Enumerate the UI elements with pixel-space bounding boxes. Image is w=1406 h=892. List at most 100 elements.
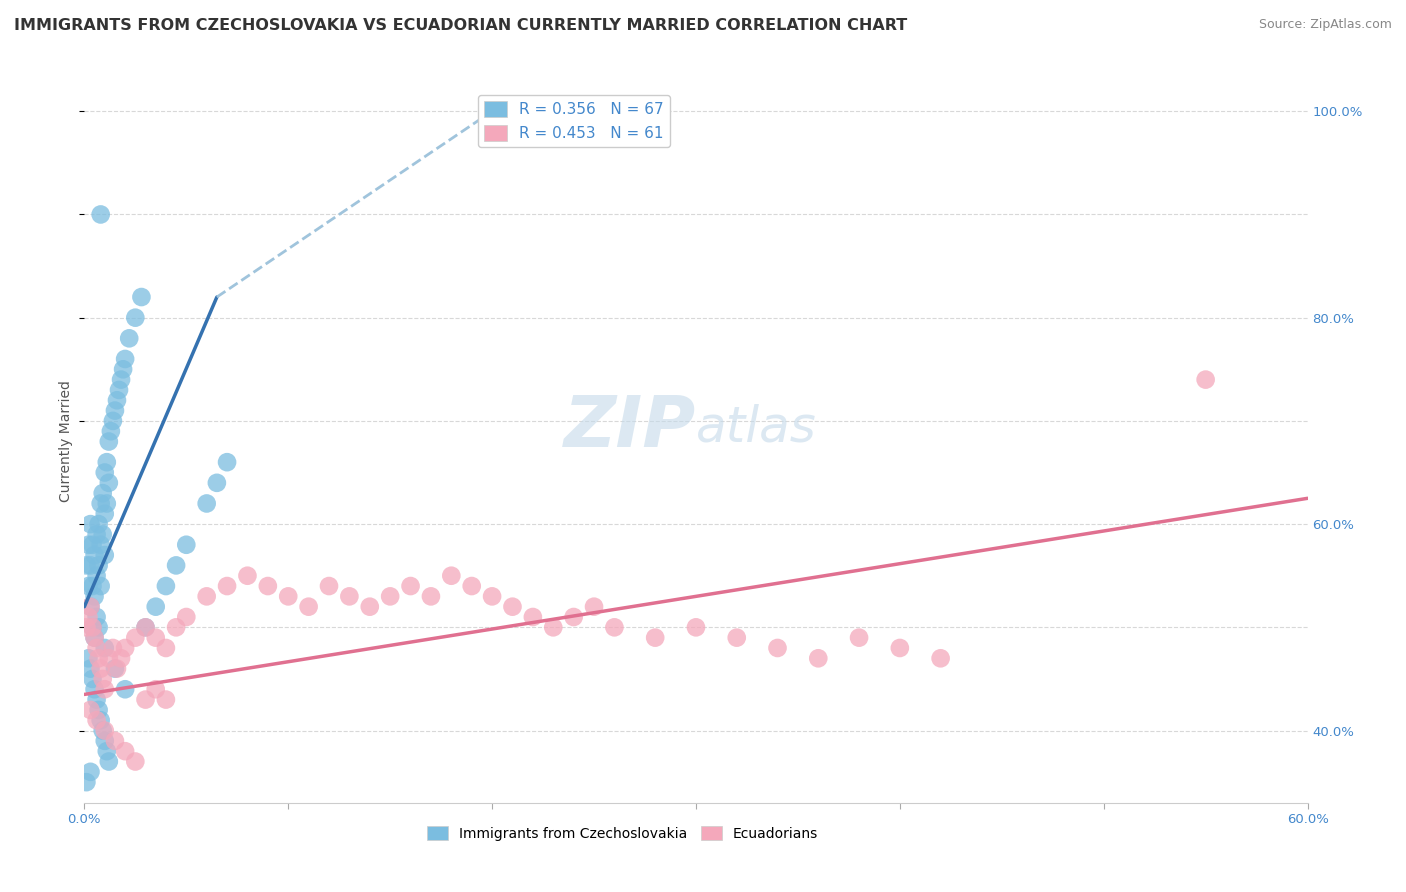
Point bbox=[97, 434, 120, 449]
Point bbox=[110, 373, 132, 387]
Point bbox=[399, 579, 422, 593]
Point bbox=[145, 682, 167, 697]
Point bbox=[77, 651, 100, 665]
Point bbox=[104, 734, 127, 748]
Point bbox=[135, 620, 157, 634]
Y-axis label: Currently Married: Currently Married bbox=[59, 381, 73, 502]
Point bbox=[86, 692, 108, 706]
Point bbox=[91, 527, 114, 541]
Point bbox=[104, 662, 127, 676]
Point bbox=[87, 620, 110, 634]
Point bbox=[1195, 373, 1218, 387]
Point bbox=[277, 590, 299, 604]
Point bbox=[174, 538, 197, 552]
Legend: Immigrants from Czechoslovakia, Ecuadorians: Immigrants from Czechoslovakia, Ecuadori… bbox=[422, 821, 824, 847]
Point bbox=[766, 640, 789, 655]
Point bbox=[101, 414, 124, 428]
Point bbox=[195, 590, 218, 604]
Point bbox=[83, 682, 105, 697]
Point bbox=[380, 590, 402, 604]
Point bbox=[91, 723, 114, 738]
Point bbox=[114, 744, 136, 758]
Point bbox=[82, 620, 104, 634]
Point bbox=[79, 764, 101, 779]
Point bbox=[82, 672, 104, 686]
Point bbox=[86, 527, 108, 541]
Point bbox=[100, 424, 122, 438]
Point bbox=[82, 579, 104, 593]
Point bbox=[91, 672, 114, 686]
Text: atlas: atlas bbox=[696, 403, 817, 451]
Point bbox=[155, 692, 177, 706]
Point bbox=[165, 558, 187, 573]
Point bbox=[93, 640, 115, 655]
Point bbox=[257, 579, 280, 593]
Point bbox=[114, 640, 136, 655]
Point bbox=[562, 610, 585, 624]
Point bbox=[82, 620, 104, 634]
Point bbox=[114, 682, 136, 697]
Point bbox=[420, 590, 443, 604]
Point bbox=[889, 640, 911, 655]
Point bbox=[848, 631, 870, 645]
Point bbox=[124, 755, 146, 769]
Point bbox=[86, 610, 108, 624]
Point bbox=[298, 599, 321, 614]
Point bbox=[75, 558, 97, 573]
Point bbox=[481, 590, 503, 604]
Point bbox=[90, 496, 112, 510]
Point bbox=[87, 517, 110, 532]
Point bbox=[339, 590, 361, 604]
Point bbox=[145, 631, 167, 645]
Point bbox=[96, 455, 118, 469]
Point bbox=[79, 599, 101, 614]
Point bbox=[603, 620, 626, 634]
Point bbox=[93, 548, 115, 562]
Point bbox=[97, 475, 120, 490]
Text: ZIP: ZIP bbox=[564, 392, 696, 461]
Point bbox=[110, 651, 132, 665]
Point bbox=[105, 393, 128, 408]
Point bbox=[145, 599, 167, 614]
Point bbox=[807, 651, 830, 665]
Point bbox=[86, 640, 108, 655]
Point bbox=[165, 620, 187, 634]
Point bbox=[135, 620, 157, 634]
Point bbox=[79, 703, 101, 717]
Point bbox=[195, 496, 218, 510]
Point bbox=[87, 703, 110, 717]
Point bbox=[96, 744, 118, 758]
Point bbox=[90, 662, 112, 676]
Point bbox=[217, 579, 239, 593]
Point bbox=[118, 331, 141, 345]
Point bbox=[93, 723, 115, 738]
Point bbox=[90, 579, 112, 593]
Point bbox=[87, 558, 110, 573]
Point bbox=[155, 640, 177, 655]
Point bbox=[83, 590, 105, 604]
Point bbox=[93, 466, 115, 480]
Point bbox=[318, 579, 340, 593]
Text: IMMIGRANTS FROM CZECHOSLOVAKIA VS ECUADORIAN CURRENTLY MARRIED CORRELATION CHART: IMMIGRANTS FROM CZECHOSLOVAKIA VS ECUADO… bbox=[14, 18, 907, 33]
Point bbox=[725, 631, 748, 645]
Point bbox=[217, 455, 239, 469]
Point bbox=[93, 682, 115, 697]
Point bbox=[522, 610, 544, 624]
Point bbox=[83, 631, 105, 645]
Point bbox=[685, 620, 707, 634]
Text: Source: ZipAtlas.com: Source: ZipAtlas.com bbox=[1258, 18, 1392, 31]
Point bbox=[93, 507, 115, 521]
Point bbox=[90, 207, 112, 221]
Point bbox=[135, 692, 157, 706]
Point bbox=[97, 755, 120, 769]
Point bbox=[77, 579, 100, 593]
Point bbox=[105, 662, 128, 676]
Point bbox=[174, 610, 197, 624]
Point bbox=[104, 403, 127, 417]
Point bbox=[75, 775, 97, 789]
Point bbox=[86, 568, 108, 582]
Point bbox=[124, 310, 146, 325]
Point bbox=[86, 713, 108, 727]
Point bbox=[96, 496, 118, 510]
Point bbox=[440, 568, 463, 582]
